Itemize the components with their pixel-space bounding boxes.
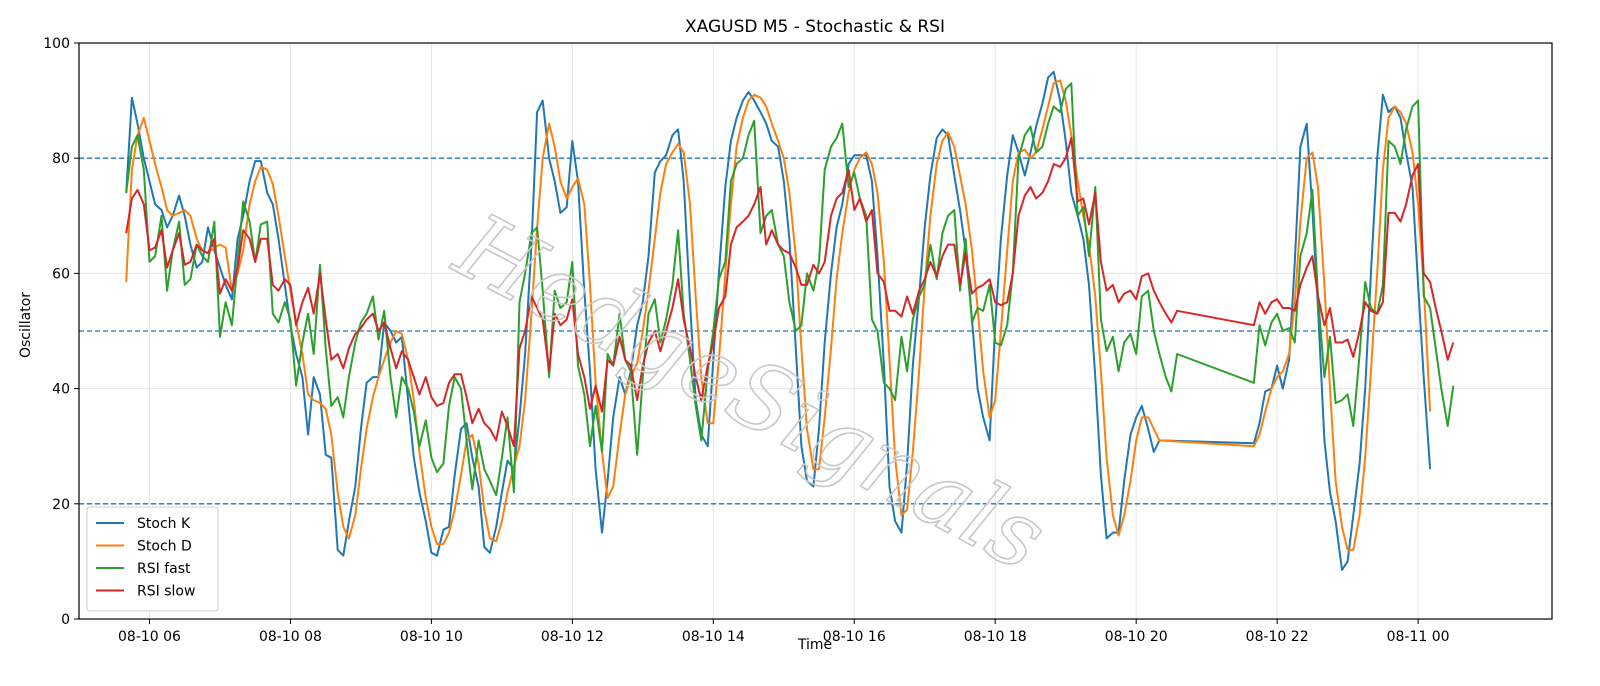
y-tick-label: 100 (43, 36, 70, 52)
plot-frame (78, 42, 1553, 620)
y-tick-label: 0 (61, 612, 70, 628)
x-tick-label: 08-10 18 (964, 629, 1027, 645)
series-stoch-k (125, 70, 1432, 571)
x-axis-label: Time (797, 637, 832, 653)
y-tick-label: 40 (52, 382, 70, 398)
x-tick-label: 08-10 10 (400, 629, 463, 645)
y-tick-label: 60 (52, 266, 70, 282)
y-axis: 0 20 40 60 80 100 (43, 36, 79, 628)
chart-title: XAGUSD M5 - Stochastic & RSI (685, 17, 945, 37)
legend-label: Stoch D (137, 539, 192, 555)
x-tick-label: 08-10 22 (1246, 629, 1309, 645)
x-tick-label: 08-11 00 (1387, 629, 1450, 645)
legend: Stoch K Stoch D RSI fast RSI slow (86, 506, 219, 612)
x-axis: 08-10 06 08-10 08 08-10 10 08-10 12 08-10 14… (118, 619, 1450, 645)
x-tick-label: 08-10 06 (118, 629, 181, 645)
watermark: HedgeSignals (438, 192, 1063, 592)
x-tick-label: 08-10 20 (1105, 629, 1168, 645)
legend-label: RSI slow (137, 584, 195, 600)
x-tick-label: 08-10 12 (541, 629, 604, 645)
y-axis-label: Oscillator (18, 292, 34, 358)
series-rsi-slow (125, 137, 1455, 448)
x-tick-label: 08-10 08 (259, 629, 322, 645)
x-tick-label: 08-10 16 (823, 629, 886, 645)
y-tick-label: 80 (52, 151, 70, 167)
y-tick-label: 20 (52, 497, 70, 513)
x-tick-label: 08-10 14 (682, 629, 745, 645)
series-rsi-fast (125, 82, 1455, 497)
legend-box (86, 506, 219, 612)
series-lines (125, 70, 1455, 571)
legend-label: Stoch K (137, 516, 191, 532)
legend-label: RSI fast (137, 561, 191, 577)
